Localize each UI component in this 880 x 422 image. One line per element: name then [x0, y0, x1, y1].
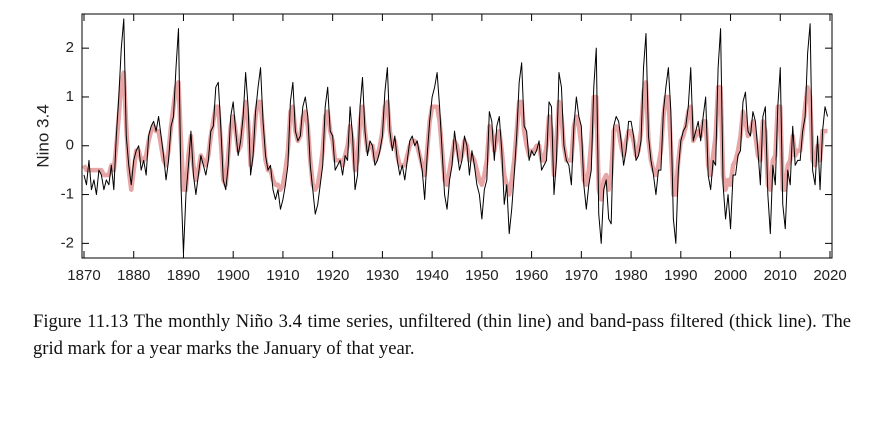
- x-tick-label: 1920: [316, 267, 349, 284]
- x-tick-label: 2000: [714, 267, 747, 284]
- x-tick-label: 1910: [266, 267, 299, 284]
- x-tick-label: 1940: [415, 267, 448, 284]
- y-tick-label: 1: [66, 88, 74, 105]
- y-tick-label: -1: [61, 186, 74, 203]
- x-tick-label: 1970: [565, 267, 598, 284]
- plot-frame: [81, 13, 833, 259]
- x-tick-label: 1900: [217, 267, 250, 284]
- x-tick-label: 2020: [813, 267, 846, 284]
- caption: Figure 11.13 The monthly Niño 3.4 time s…: [33, 311, 851, 359]
- x-tick-label: 1930: [366, 267, 399, 284]
- chart: Nino 3.4 1870 1880 1890 1900 1910 1920 1930 194…: [33, 13, 847, 284]
- x-tick-label: 1870: [67, 267, 100, 284]
- y-axis-label: Nino 3.4: [33, 104, 52, 167]
- y-tick-label: -2: [61, 234, 74, 251]
- x-tick-label: 1980: [614, 267, 647, 284]
- x-tick-label: 1960: [515, 267, 548, 284]
- x-tick-label: 1890: [167, 267, 200, 284]
- x-tick-label: 2010: [764, 267, 797, 284]
- series-line: [83, 18, 829, 254]
- x-tick-label: 1950: [465, 267, 498, 284]
- x-tick-label: 1880: [117, 267, 150, 284]
- y-tick-label: 2: [66, 39, 74, 56]
- x-tick-label: 1990: [664, 267, 697, 284]
- y-tick-label: 0: [66, 137, 74, 154]
